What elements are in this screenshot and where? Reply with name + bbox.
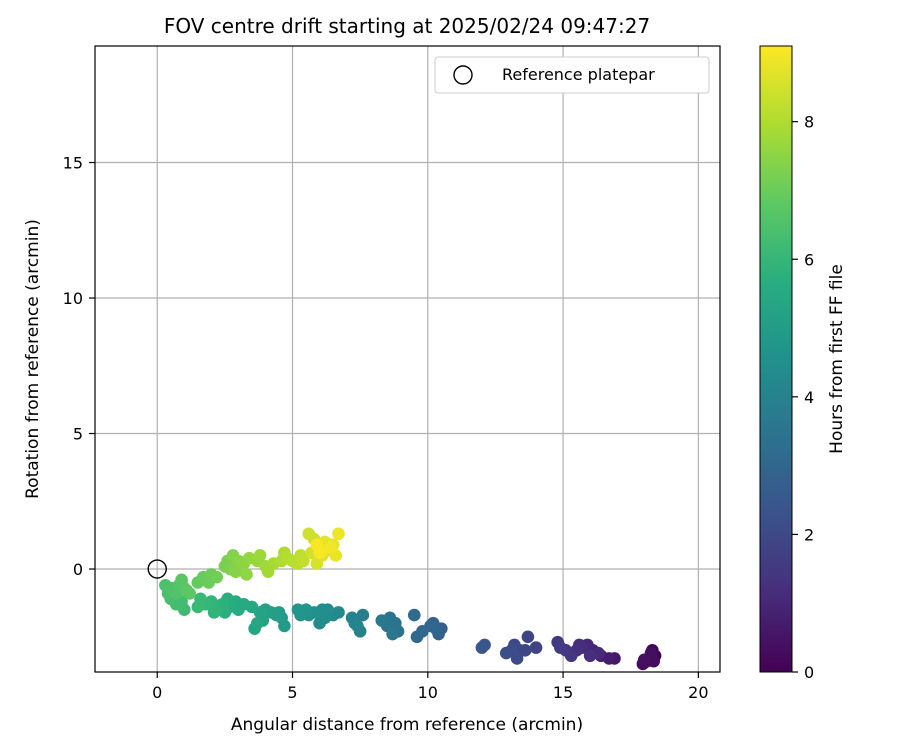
data-point	[407, 608, 421, 622]
data-point	[248, 622, 261, 635]
data-point	[297, 554, 310, 568]
colorbar-tick-label: 4	[804, 388, 814, 407]
colorbar-ticks: 0 2 4 6 8	[792, 113, 814, 682]
data-point	[529, 641, 543, 654]
x-axis-label: Angular distance from reference (arcmin)	[231, 715, 583, 735]
data-point	[583, 649, 597, 663]
data-point	[324, 541, 337, 554]
data-point	[313, 546, 326, 560]
data-point	[207, 606, 221, 619]
colorbar-tick-label: 8	[804, 113, 814, 132]
data-point	[253, 549, 267, 562]
y-tick-label: 15	[63, 154, 83, 173]
data-point	[229, 565, 242, 579]
y-axis-label: Rotation from reference (arcmin)	[23, 219, 43, 499]
x-tick-label: 20	[688, 683, 708, 702]
data-point	[191, 600, 205, 614]
data-point	[210, 570, 224, 584]
data-point	[499, 646, 513, 660]
y-tick-label: 5	[73, 425, 83, 444]
data-points	[159, 527, 662, 671]
data-point	[175, 573, 188, 587]
data-point	[475, 641, 489, 654]
reference-platepar-point	[147, 559, 167, 579]
data-point	[351, 619, 364, 633]
colorbar-tick-label: 0	[804, 663, 814, 682]
colorbar-gradient	[759, 45, 793, 673]
data-point	[521, 630, 535, 644]
reference-marker	[147, 559, 167, 579]
x-tick-label: 10	[418, 683, 438, 702]
data-point	[410, 630, 424, 644]
y-tick-label: 10	[63, 289, 83, 308]
x-tick-label: 5	[287, 683, 297, 702]
y-tick-label: 0	[73, 560, 83, 579]
colorbar-tick-label: 2	[804, 525, 814, 544]
data-point	[180, 584, 194, 598]
data-point	[375, 614, 389, 627]
data-point	[291, 603, 305, 616]
legend-reference-marker	[453, 65, 473, 85]
data-point	[637, 653, 651, 667]
legend-box	[434, 56, 710, 94]
data-point	[554, 641, 567, 654]
chart-title: FOV centre drift starting at 2025/02/24 …	[164, 14, 650, 38]
data-point	[240, 568, 253, 581]
axis-ticks: 0 5 10 15 20 0 5 10 15	[63, 154, 709, 702]
data-point	[356, 608, 370, 622]
data-point	[386, 627, 399, 641]
plot-frame	[94, 45, 721, 673]
grid	[95, 46, 720, 672]
x-tick-label: 0	[152, 683, 162, 702]
colorbar: 0 2 4 6 8 Hours from first FF file	[759, 45, 847, 682]
data-point	[332, 527, 345, 541]
colorbar-tick-label: 6	[804, 250, 814, 269]
legend-entry-reference: Reference platepar	[502, 65, 655, 84]
x-tick-label: 15	[553, 683, 573, 702]
legend: Reference platepar	[434, 56, 710, 94]
colorbar-label: Hours from first FF file	[827, 264, 847, 454]
data-point	[313, 616, 326, 630]
